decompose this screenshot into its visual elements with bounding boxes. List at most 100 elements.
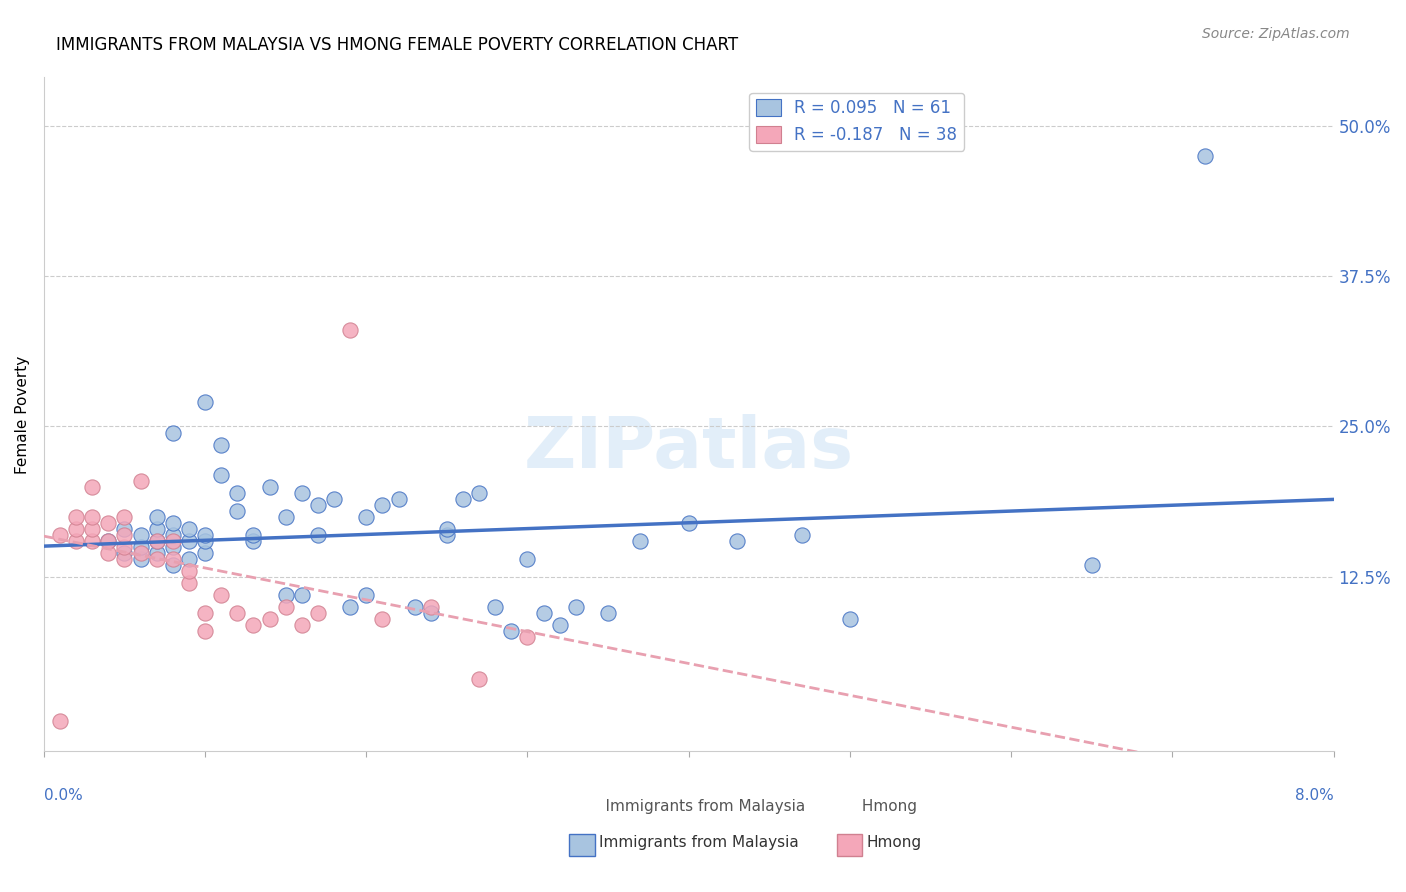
Point [242,528,264,542]
Point [274,600,297,615]
Point [194,395,217,409]
Point [162,516,184,530]
Point [82,480,104,494]
Point [129,540,152,554]
Point [838,612,860,626]
Text: 8.0%: 8.0% [1295,788,1333,803]
Point [194,546,217,560]
Point [404,600,426,615]
Point [145,522,167,536]
Point [226,485,249,500]
Point [82,522,104,536]
Point [65,509,87,524]
Point [145,509,167,524]
Point [533,606,555,620]
Point [387,491,409,506]
Point [436,528,458,542]
Point [114,528,136,542]
Point [145,533,167,548]
Point [114,546,136,560]
Point [177,576,200,591]
Point [162,533,184,548]
Point [226,504,249,518]
Point [291,618,314,632]
Text: Hmong: Hmong [866,836,921,850]
Point [307,606,329,620]
Point [114,552,136,566]
Point [226,606,249,620]
Text: 0.0%: 0.0% [44,788,83,803]
Point [65,533,87,548]
Point [468,673,491,687]
Point [242,618,264,632]
Point [129,474,152,488]
Point [307,528,329,542]
Point [516,552,538,566]
Point [177,522,200,536]
Point [259,480,281,494]
Text: Immigrants from Malaysia: Immigrants from Malaysia [599,836,799,850]
Point [371,498,394,512]
Point [451,491,474,506]
Point [468,485,491,500]
Text: Immigrants from Malaysia: Immigrants from Malaysia [585,798,804,814]
Point [162,552,184,566]
Point [194,606,217,620]
Point [97,546,120,560]
Point [162,540,184,554]
Point [259,612,281,626]
Point [145,533,167,548]
Point [49,714,72,729]
Text: Hmong: Hmong [818,798,917,814]
Point [291,588,314,602]
Point [501,624,523,639]
Point [790,528,813,542]
Point [162,425,184,440]
Point [209,437,232,451]
Point [49,528,72,542]
Text: IMMIGRANTS FROM MALAYSIA VS HMONG FEMALE POVERTY CORRELATION CHART: IMMIGRANTS FROM MALAYSIA VS HMONG FEMALE… [56,36,738,54]
Point [484,600,506,615]
Point [419,600,441,615]
Point [598,606,620,620]
Legend: R = 0.095   N = 61, R = -0.187   N = 38: R = 0.095 N = 61, R = -0.187 N = 38 [749,93,965,151]
Text: ZIPatlas: ZIPatlas [523,414,853,483]
Point [291,485,314,500]
Point [82,509,104,524]
Point [274,588,297,602]
Point [194,533,217,548]
Point [97,533,120,548]
Point [209,588,232,602]
Point [371,612,394,626]
Point [129,546,152,560]
Point [177,564,200,578]
Point [307,498,329,512]
Point [177,552,200,566]
Point [678,516,700,530]
Point [339,323,361,337]
Point [177,533,200,548]
Point [419,606,441,620]
Point [129,552,152,566]
Point [194,528,217,542]
Point [242,533,264,548]
Point [516,630,538,644]
Point [114,540,136,554]
Y-axis label: Female Poverty: Female Poverty [15,355,30,474]
Point [129,528,152,542]
Point [436,522,458,536]
Point [194,624,217,639]
Point [1080,558,1102,572]
Point [82,533,104,548]
Point [162,528,184,542]
Point [548,618,571,632]
Point [114,522,136,536]
Point [145,546,167,560]
Point [356,509,378,524]
Point [209,467,232,482]
Point [114,509,136,524]
Point [145,552,167,566]
Point [97,516,120,530]
Point [162,558,184,572]
Point [274,509,297,524]
